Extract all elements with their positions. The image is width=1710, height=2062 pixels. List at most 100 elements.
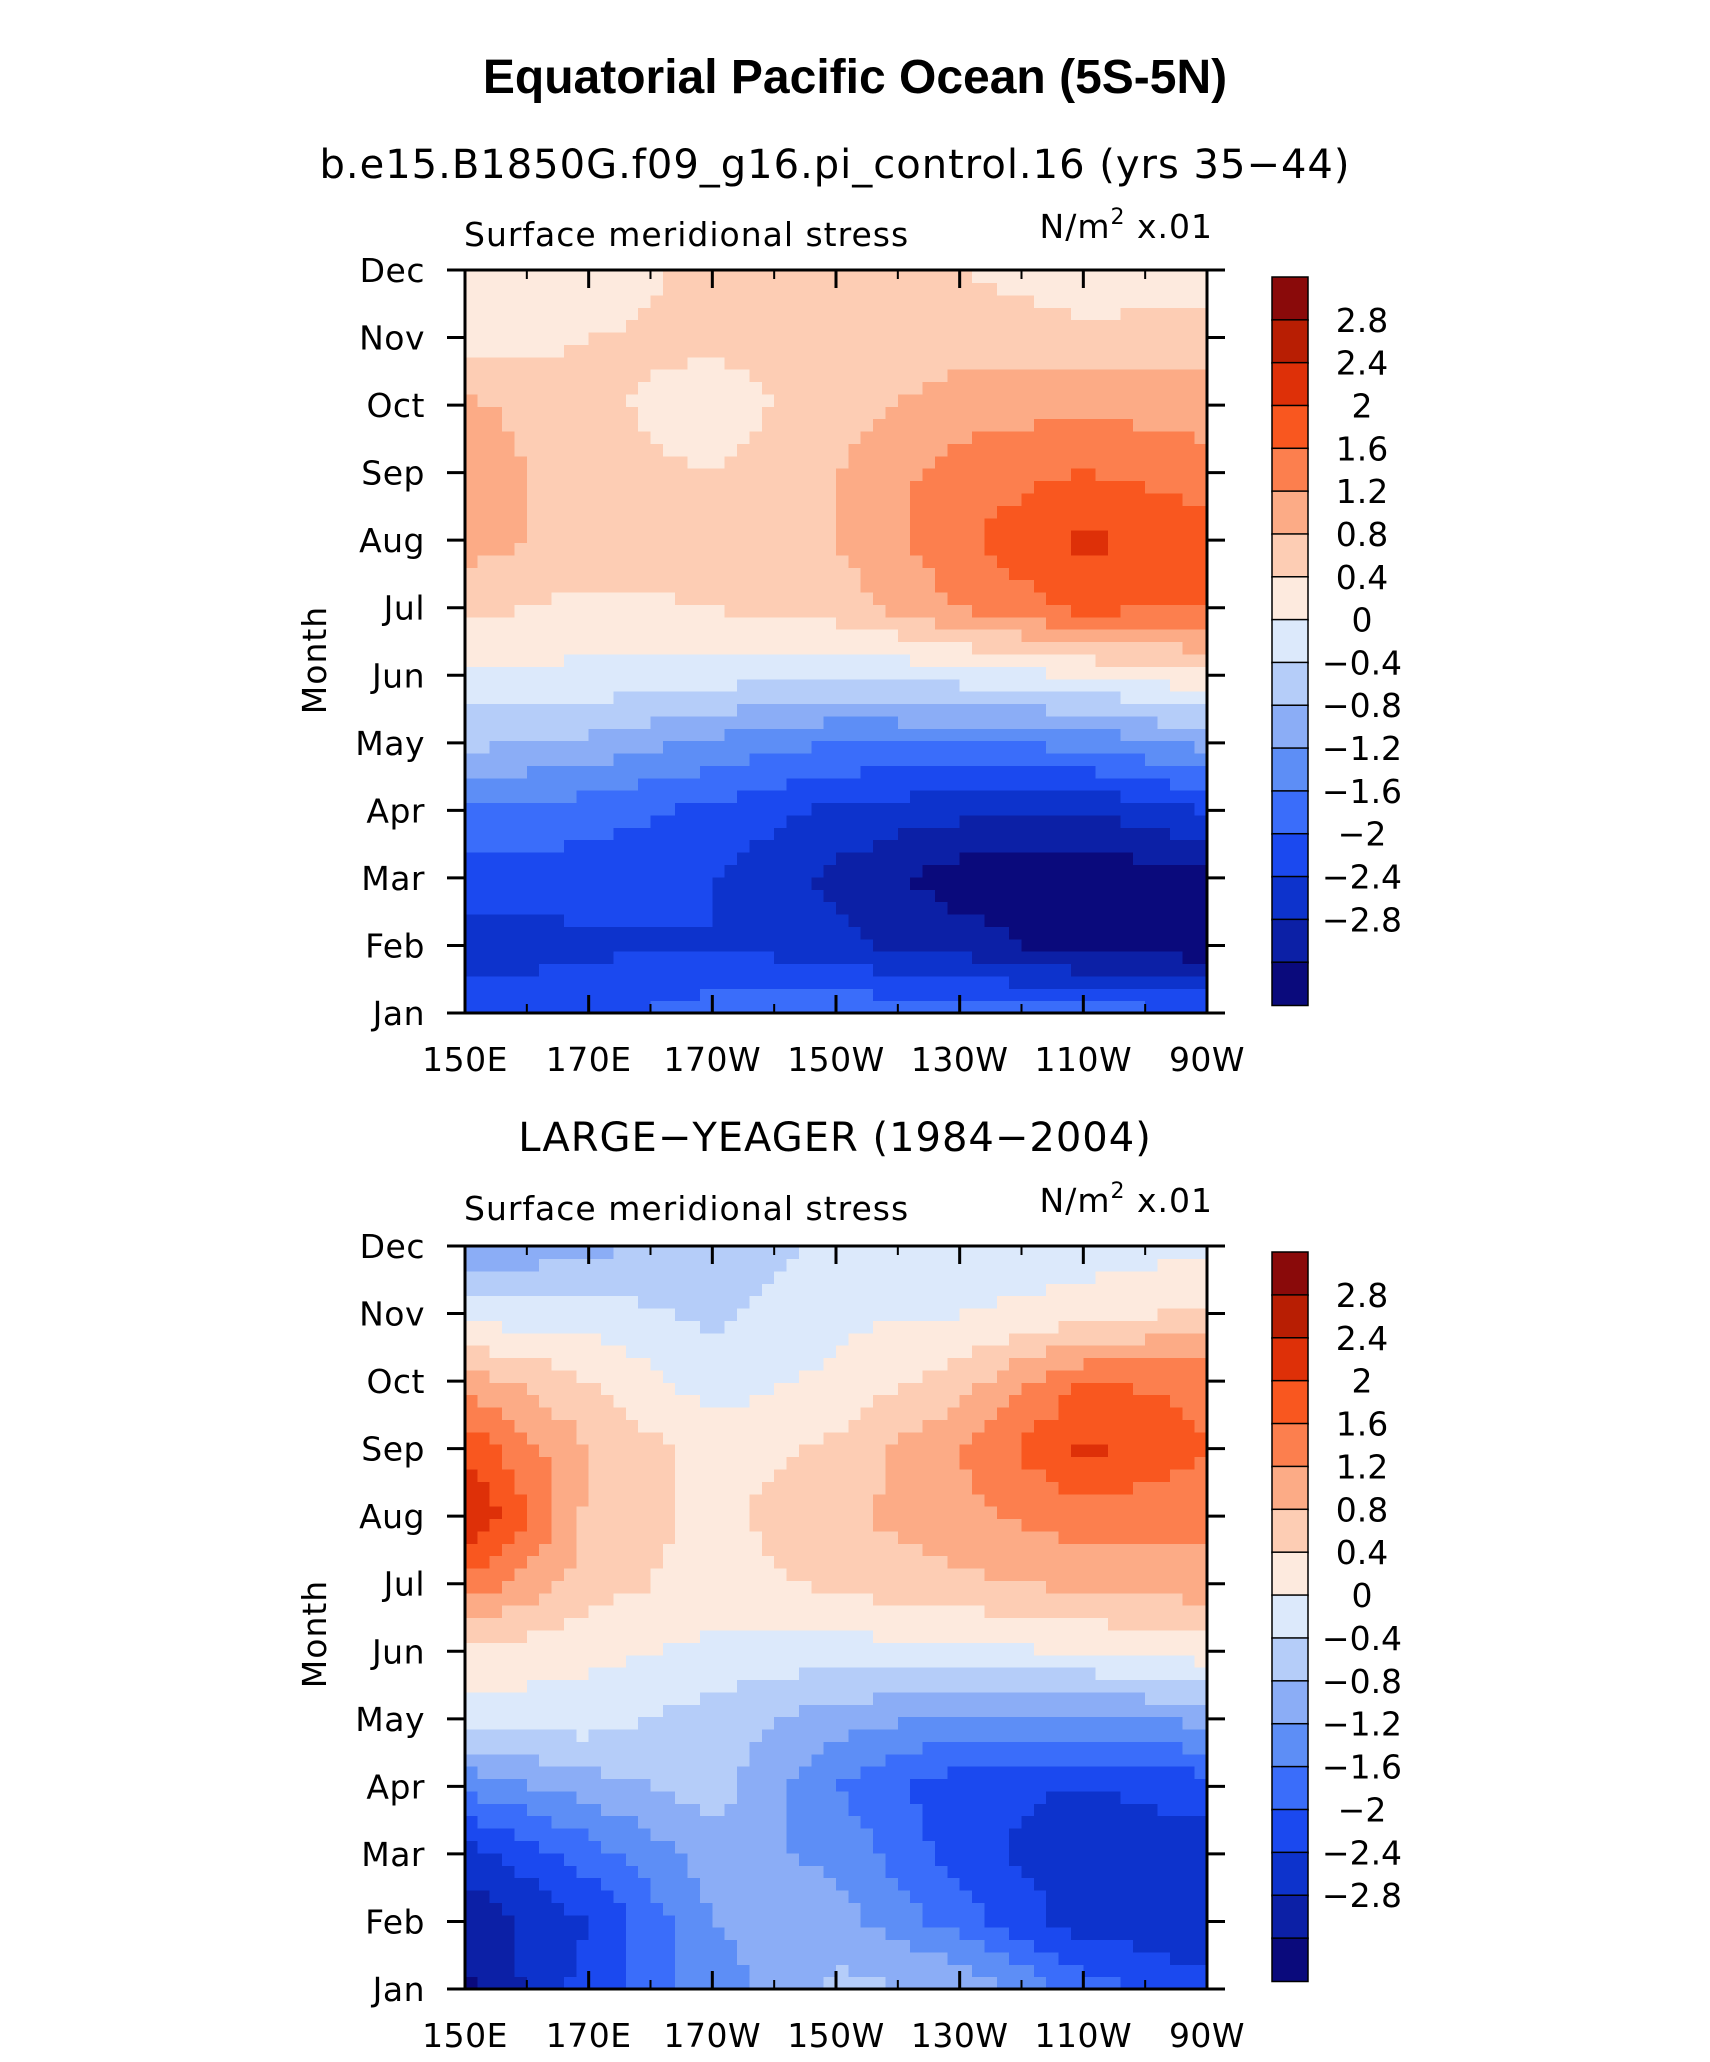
- contour-cell: [1095, 1865, 1109, 1879]
- contour-cell: [798, 988, 812, 1002]
- contour-cell: [984, 369, 998, 383]
- contour-cell: [638, 703, 652, 717]
- contour-cell: [873, 653, 887, 667]
- contour-cell: [984, 430, 998, 444]
- contour-cell: [1182, 691, 1196, 705]
- contour-cell: [502, 752, 516, 766]
- contour-cell: [638, 344, 652, 358]
- contour-cell: [551, 1852, 565, 1866]
- contour-cell: [477, 1852, 491, 1866]
- contour-cell: [947, 814, 961, 828]
- contour-cell: [724, 468, 738, 482]
- contour-cell: [724, 1000, 738, 1014]
- contour-cell: [774, 1865, 788, 1879]
- contour-cell: [699, 814, 713, 828]
- contour-cell: [1070, 604, 1084, 618]
- contour-cell: [675, 1803, 689, 1817]
- contour-cell: [774, 356, 788, 370]
- contour-cell: [502, 814, 516, 828]
- contour-cell: [526, 567, 540, 581]
- contour-cell: [650, 1877, 664, 1891]
- contour-cell: [687, 678, 701, 692]
- contour-cell: [1120, 1753, 1134, 1767]
- contour-cell: [798, 492, 812, 506]
- contour-cell: [860, 554, 874, 568]
- contour-cell: [885, 1927, 899, 1941]
- contour-cell: [687, 901, 701, 915]
- contour-cell: [489, 1803, 503, 1817]
- contour-cell: [1070, 393, 1084, 407]
- contour-cell: [984, 294, 998, 308]
- contour-cell: [1033, 1741, 1047, 1755]
- contour-cell: [1169, 975, 1183, 989]
- contour-cell: [934, 1877, 948, 1891]
- contour-cell: [860, 443, 874, 457]
- contour-cell: [1182, 505, 1196, 519]
- contour-cell: [712, 430, 726, 444]
- contour-cell: [1194, 666, 1208, 680]
- contour-cell: [1095, 369, 1109, 383]
- contour-cell: [1108, 282, 1122, 296]
- contour-cell: [1157, 356, 1171, 370]
- contour-cell: [1021, 591, 1035, 605]
- contour-cell: [1120, 1865, 1134, 1879]
- contour-cell: [1046, 1815, 1060, 1829]
- contour-cell: [724, 1976, 738, 1990]
- contour-cell: [996, 282, 1010, 296]
- contour-cell: [774, 319, 788, 333]
- contour-cell: [947, 492, 961, 506]
- contour-cell: [1095, 951, 1109, 965]
- contour-cell: [588, 443, 602, 457]
- contour-cell: [625, 604, 639, 618]
- contour-cell: [798, 282, 812, 296]
- contour-cell: [885, 678, 899, 692]
- contour-cell: [897, 1964, 911, 1978]
- contour-cell: [638, 1716, 652, 1730]
- contour-cell: [885, 393, 899, 407]
- contour-cell: [786, 591, 800, 605]
- colorbar-box: [1271, 832, 1309, 878]
- contour-cell: [984, 468, 998, 482]
- contour-cell: [1169, 294, 1183, 308]
- contour-cell: [984, 604, 998, 618]
- contour-cell: [588, 567, 602, 581]
- contour-cell: [749, 1000, 763, 1014]
- contour-cell: [712, 1741, 726, 1755]
- contour-cell: [1033, 505, 1047, 519]
- contour-cell: [761, 752, 775, 766]
- contour-cell: [699, 1766, 713, 1780]
- contour-cell: [959, 616, 973, 630]
- contour-cell: [514, 579, 528, 593]
- contour-cell: [1182, 715, 1196, 729]
- contour-cell: [897, 988, 911, 1002]
- contour-cell: [984, 344, 998, 358]
- contour-cell: [1194, 938, 1208, 952]
- contour-cell: [774, 839, 788, 853]
- contour-cell: [786, 691, 800, 705]
- contour-cell: [1046, 926, 1060, 940]
- contour-cell: [625, 554, 639, 568]
- contour-cell: [502, 505, 516, 519]
- contour-cell: [910, 777, 924, 791]
- contour-cell: [1145, 1000, 1159, 1014]
- contour-cell: [1194, 901, 1208, 915]
- contour-cell: [910, 270, 924, 283]
- contour-cell: [1182, 889, 1196, 903]
- contour-cell: [563, 294, 577, 308]
- contour-cell: [910, 319, 924, 333]
- contour-cell: [1021, 1000, 1035, 1014]
- contour-cell: [1070, 691, 1084, 705]
- colorbar-box: [1271, 319, 1309, 364]
- contour-cell: [662, 307, 676, 321]
- contour-cell: [551, 1840, 565, 1854]
- contour-cell: [576, 1716, 590, 1730]
- contour-cell: [984, 889, 998, 903]
- contour-cell: [539, 963, 553, 977]
- contour-cell: [563, 938, 577, 952]
- contour-cell: [737, 517, 751, 531]
- contour-cell: [934, 554, 948, 568]
- contour-cell: [848, 1976, 862, 1990]
- contour-cell: [1083, 641, 1097, 655]
- contour-cell: [601, 901, 614, 915]
- contour-cell: [502, 653, 516, 667]
